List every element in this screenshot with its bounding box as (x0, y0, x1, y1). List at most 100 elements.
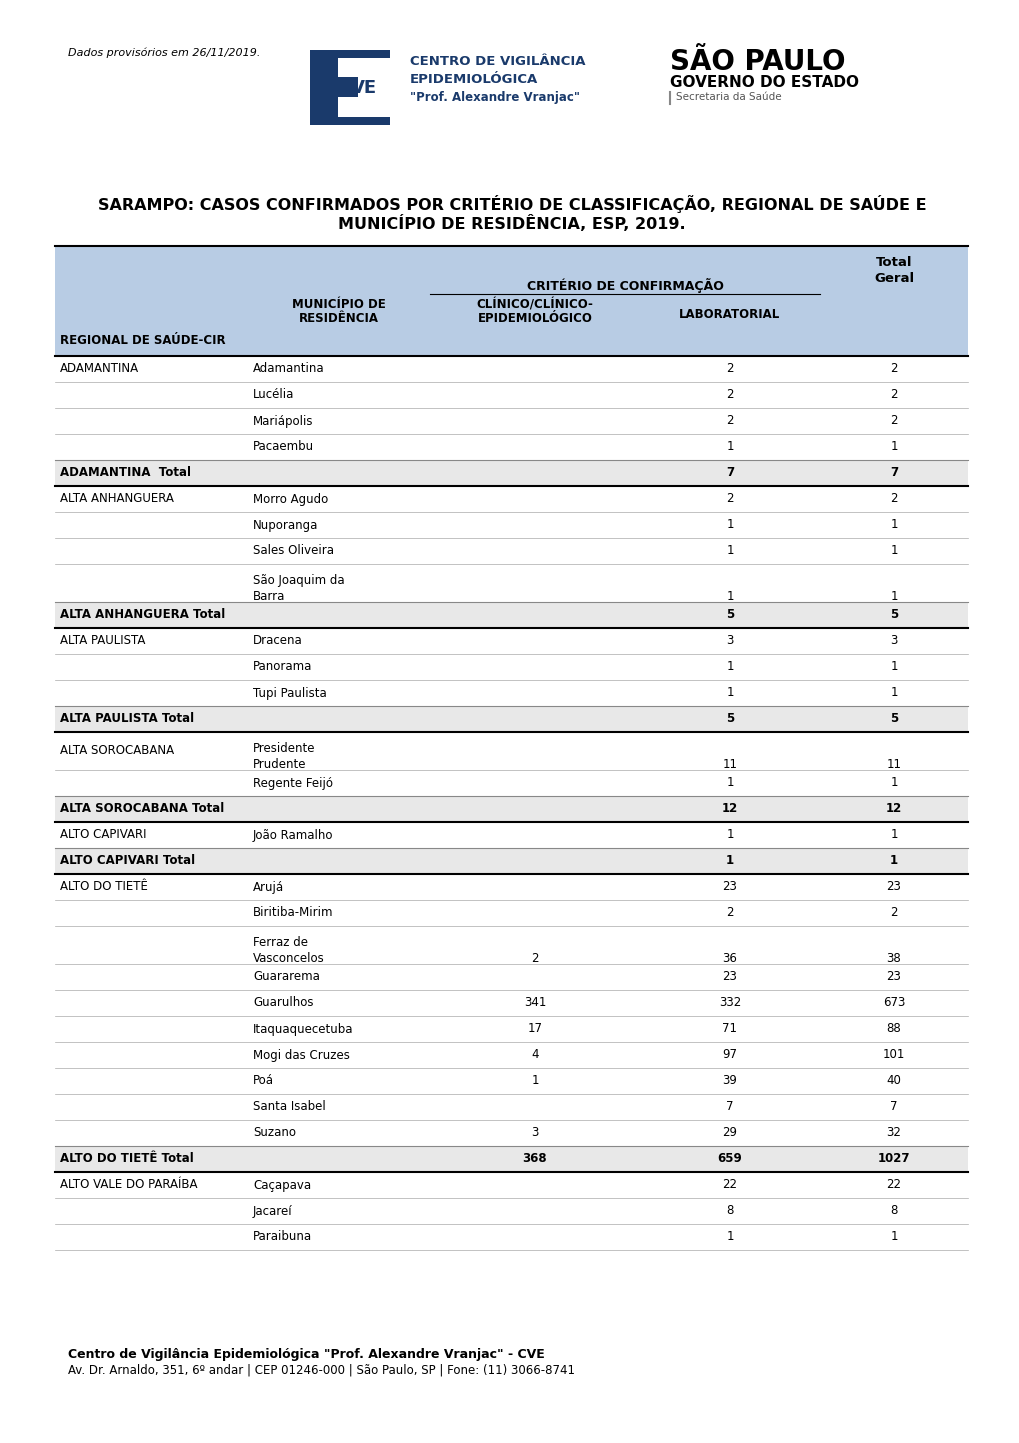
Text: Prudente: Prudente (253, 758, 306, 771)
Text: 1: 1 (531, 1075, 538, 1088)
Text: SARAMPO: CASOS CONFIRMADOS POR CRITÉRIO DE CLASSIFICAÇÃO, REGIONAL DE SAÚDE E: SARAMPO: CASOS CONFIRMADOS POR CRITÉRIO … (98, 195, 925, 214)
Text: 1: 1 (726, 661, 733, 674)
Text: 23: 23 (721, 880, 737, 893)
Text: 36: 36 (721, 952, 737, 965)
Text: 1: 1 (726, 776, 733, 789)
Text: Sales Oliveira: Sales Oliveira (253, 544, 333, 557)
Text: 7: 7 (889, 466, 897, 479)
Text: 368: 368 (522, 1153, 547, 1166)
Text: Suzano: Suzano (253, 1127, 296, 1140)
Text: Mogi das Cruzes: Mogi das Cruzes (253, 1049, 350, 1062)
Text: RESIDÊNCIA: RESIDÊNCIA (299, 312, 379, 325)
Text: Biritiba-Mirim: Biritiba-Mirim (253, 906, 333, 919)
Text: 1: 1 (889, 854, 897, 867)
Text: Lucélia: Lucélia (253, 388, 294, 401)
Text: 1: 1 (890, 661, 897, 674)
Text: 8: 8 (726, 1205, 733, 1218)
Text: 97: 97 (721, 1049, 737, 1062)
Bar (55, 602, 967, 628)
Text: Av. Dr. Arnaldo, 351, 6º andar | CEP 01246-000 | São Paulo, SP | Fone: (11) 3066: Av. Dr. Arnaldo, 351, 6º andar | CEP 012… (68, 1364, 575, 1377)
Text: 22: 22 (721, 1179, 737, 1192)
Text: Secretaria da Saúde: Secretaria da Saúde (676, 92, 781, 102)
Text: Centro de Vigilância Epidemiológica "Prof. Alexandre Vranjac" - CVE: Centro de Vigilância Epidemiológica "Pro… (68, 1348, 544, 1361)
Text: ADAMANTINA  Total: ADAMANTINA Total (60, 466, 191, 479)
Text: 101: 101 (882, 1049, 904, 1062)
Text: 23: 23 (886, 880, 901, 893)
Text: 11: 11 (721, 758, 737, 771)
Text: 12: 12 (721, 802, 738, 815)
Text: 1: 1 (726, 687, 733, 700)
Text: Paraibuna: Paraibuna (253, 1231, 312, 1244)
Text: Panorama: Panorama (253, 661, 312, 674)
Text: João Ramalho: João Ramalho (253, 828, 333, 841)
Text: 2: 2 (726, 362, 733, 375)
Text: 2: 2 (726, 906, 733, 919)
Text: Itaquaquecetuba: Itaquaquecetuba (253, 1023, 354, 1036)
Text: Regente Feijó: Regente Feijó (253, 776, 332, 789)
Text: Nuporanga: Nuporanga (253, 518, 318, 531)
Text: 22: 22 (886, 1179, 901, 1192)
Bar (55, 245, 967, 356)
Text: Tupi Paulista: Tupi Paulista (253, 687, 326, 700)
Text: 2: 2 (890, 906, 897, 919)
Text: Adamantina: Adamantina (253, 362, 324, 375)
Text: ALTA PAULISTA: ALTA PAULISTA (60, 635, 146, 648)
Text: Morro Agudo: Morro Agudo (253, 492, 328, 505)
Text: 17: 17 (527, 1023, 542, 1036)
Text: Dracena: Dracena (253, 635, 303, 648)
Text: 1: 1 (890, 440, 897, 453)
Text: EPIDEMIOLÓGICO: EPIDEMIOLÓGICO (477, 312, 592, 325)
Text: 7: 7 (726, 466, 734, 479)
Text: ALTA PAULISTA Total: ALTA PAULISTA Total (60, 713, 194, 726)
Text: Presidente: Presidente (253, 742, 315, 755)
Text: 3: 3 (890, 635, 897, 648)
Text: 2: 2 (890, 414, 897, 427)
Text: 1: 1 (890, 828, 897, 841)
Text: Dados provisórios em 26/11/2019.: Dados provisórios em 26/11/2019. (68, 48, 260, 59)
Text: 40: 40 (886, 1075, 901, 1088)
Text: "Prof. Alexandre Vranjac": "Prof. Alexandre Vranjac" (410, 91, 580, 104)
Text: Mariápolis: Mariápolis (253, 414, 313, 427)
Text: 1: 1 (890, 776, 897, 789)
Text: 1: 1 (726, 854, 734, 867)
Text: 332: 332 (718, 997, 741, 1010)
Text: GOVERNO DO ESTADO: GOVERNO DO ESTADO (669, 75, 858, 89)
Text: 1: 1 (726, 440, 733, 453)
Text: 4: 4 (531, 1049, 538, 1062)
Bar (55, 706, 967, 732)
Text: 8: 8 (890, 1205, 897, 1218)
Text: 1: 1 (890, 1231, 897, 1244)
Text: 2: 2 (726, 414, 733, 427)
Text: São Joaquim da: São Joaquim da (253, 574, 344, 587)
Text: Santa Isabel: Santa Isabel (253, 1101, 325, 1114)
Text: Ferraz de: Ferraz de (253, 937, 308, 949)
Text: Guarulhos: Guarulhos (253, 997, 313, 1010)
Bar (310, 51, 389, 126)
Text: 29: 29 (721, 1127, 737, 1140)
Text: EPIDEMIOLÓGICA: EPIDEMIOLÓGICA (410, 74, 538, 87)
Text: 39: 39 (721, 1075, 737, 1088)
Text: Arujá: Arujá (253, 880, 284, 893)
Text: Caçapava: Caçapava (253, 1179, 311, 1192)
Text: ALTO VALE DO PARAÍBA: ALTO VALE DO PARAÍBA (60, 1179, 198, 1192)
Text: 2: 2 (531, 952, 538, 965)
Text: 1: 1 (890, 590, 897, 603)
Text: 3: 3 (726, 635, 733, 648)
Text: 5: 5 (889, 713, 898, 726)
Text: ALTA ANHANGUERA: ALTA ANHANGUERA (60, 492, 173, 505)
Text: 1: 1 (890, 518, 897, 531)
Text: ALTO CAPIVARI: ALTO CAPIVARI (60, 828, 147, 841)
Text: ALTO DO TIETÊ: ALTO DO TIETÊ (60, 880, 148, 893)
Text: CLÍNICO/CLÍNICO-: CLÍNICO/CLÍNICO- (476, 299, 593, 312)
Text: 1: 1 (726, 544, 733, 557)
Text: 12: 12 (886, 802, 901, 815)
Text: 88: 88 (886, 1023, 901, 1036)
Text: 341: 341 (524, 997, 545, 1010)
Text: 5: 5 (889, 609, 898, 622)
Text: Pacaembu: Pacaembu (253, 440, 314, 453)
Text: MUNICÍPIO DE: MUNICÍPIO DE (291, 299, 385, 312)
Text: 5: 5 (726, 609, 734, 622)
Text: Geral: Geral (873, 271, 913, 286)
Text: REGIONAL DE SAÚDE-CIR: REGIONAL DE SAÚDE-CIR (60, 333, 225, 346)
Text: 1: 1 (726, 590, 733, 603)
